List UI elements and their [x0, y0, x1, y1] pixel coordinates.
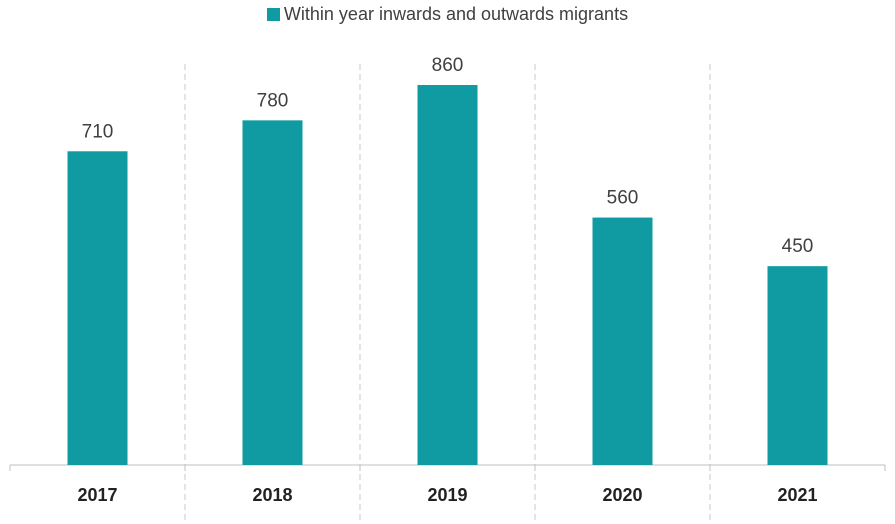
bar-2017 [67, 151, 128, 466]
data-label-2018: 780 [257, 90, 289, 111]
data-label-2021: 450 [782, 236, 814, 257]
x-tick-label-2021: 2021 [777, 485, 817, 505]
legend-swatch [266, 8, 280, 21]
bar-2018 [242, 120, 303, 465]
legend: Within year inwards and outwards migrant… [0, 4, 895, 25]
x-tick-label-2019: 2019 [427, 485, 467, 505]
legend-label: Within year inwards and outwards migrant… [283, 4, 629, 24]
x-tick-label-2020: 2020 [602, 485, 642, 505]
data-label-2019: 860 [432, 55, 464, 76]
data-label-2020: 560 [607, 188, 639, 209]
bar-2020 [592, 217, 653, 465]
bar-2019 [417, 85, 478, 465]
x-tick-label-2018: 2018 [252, 485, 292, 505]
bar-2021 [767, 266, 828, 465]
x-tick-label-2017: 2017 [77, 485, 117, 505]
data-label-2017: 710 [82, 121, 114, 142]
